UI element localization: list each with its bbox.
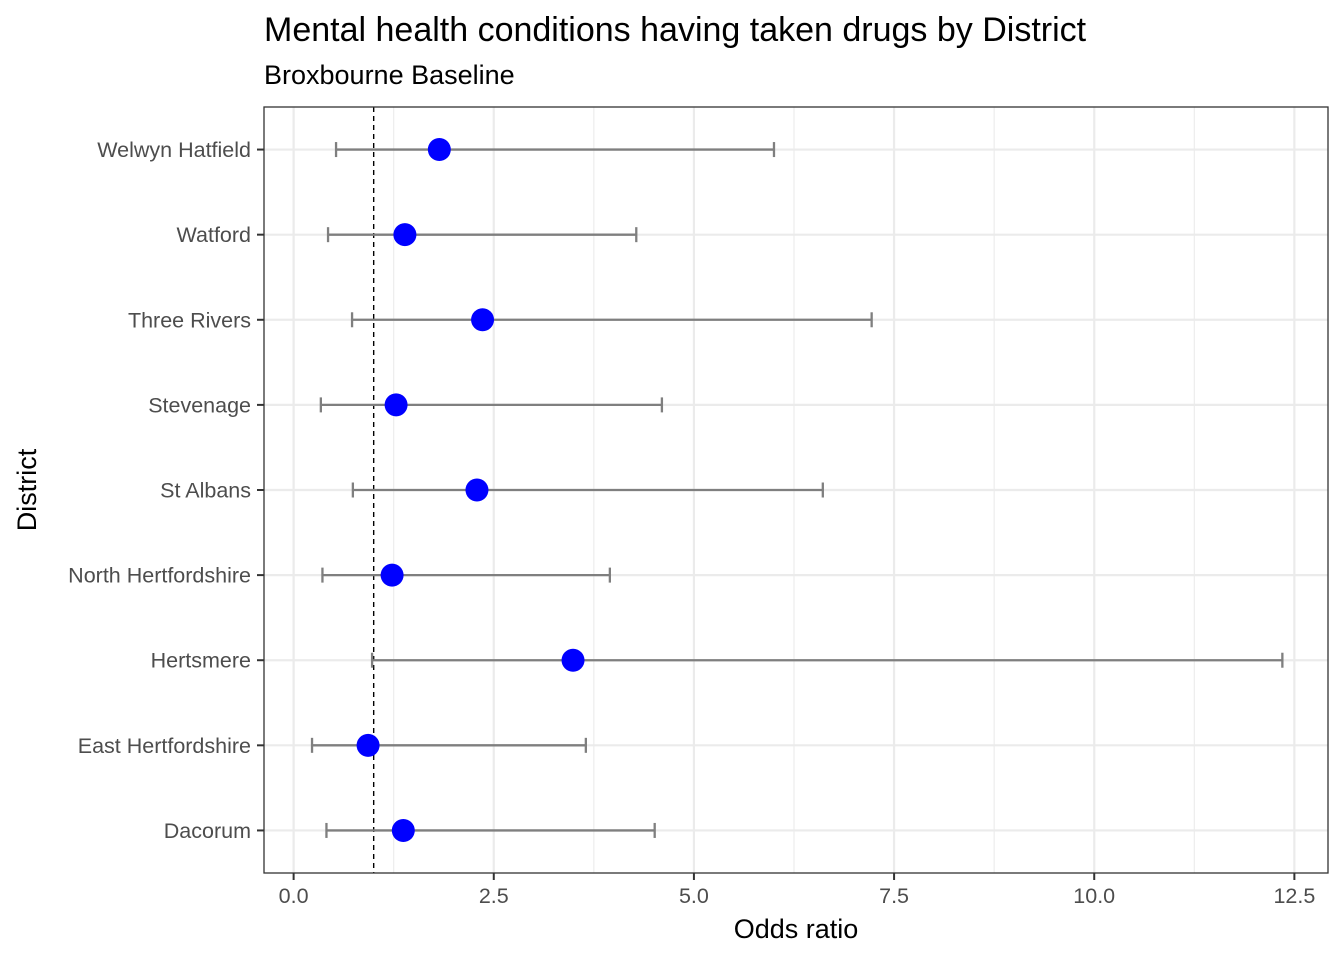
x-axis: 0.0 2.5 5.0 7.5 10.0 12.5	[279, 873, 1315, 908]
y-tick-label: Stevenage	[148, 393, 251, 417]
point-three-rivers	[471, 308, 495, 332]
y-tick-label: East Hertfordshire	[78, 734, 251, 758]
error-bar-dacorum	[325, 822, 656, 838]
y-tick-label: St Albans	[160, 479, 251, 503]
point-east-hertfordshire	[356, 733, 380, 757]
gridlines	[264, 107, 1328, 873]
error-bar-north-hertfordshire	[321, 567, 612, 583]
x-tick-label: 7.5	[879, 884, 909, 908]
y-axis: Welwyn Hatfield Watford Three Rivers Steven…	[68, 138, 264, 843]
error-bar-st-albans	[351, 482, 824, 498]
y-tick-label: North Hertfordshire	[68, 564, 251, 588]
chart-title: Mental health conditions having taken dr…	[264, 11, 1087, 49]
point-watford	[393, 223, 417, 247]
error-bar-three-rivers	[350, 312, 873, 328]
point-hertsmere	[561, 648, 585, 672]
y-tick-label: Watford	[177, 223, 251, 247]
y-tick-label: Welwyn Hatfield	[97, 138, 251, 162]
error-bar-watford	[326, 227, 638, 243]
x-tick-label: 2.5	[479, 884, 509, 908]
x-tick-label: 5.0	[679, 884, 709, 908]
x-tick-label: 12.5	[1273, 884, 1315, 908]
error-bar-hertsmere	[370, 652, 1284, 668]
x-tick-label: 10.0	[1073, 884, 1115, 908]
plot-panel	[263, 106, 1329, 874]
error-bar-welwyn-hatfield	[334, 142, 776, 158]
point-stevenage	[384, 393, 408, 417]
y-tick-label: Three Rivers	[128, 308, 251, 332]
y-tick-label: Dacorum	[164, 819, 251, 843]
y-axis-title: District	[12, 448, 42, 531]
point-st-albans	[465, 478, 489, 502]
data-points	[356, 138, 585, 842]
x-axis-title: Odds ratio	[734, 914, 859, 944]
error-bar-stevenage	[319, 397, 664, 413]
point-welwyn-hatfield	[427, 138, 451, 162]
point-dacorum	[391, 818, 415, 842]
point-north-hertfordshire	[380, 563, 404, 587]
y-tick-label: Hertsmere	[151, 649, 251, 673]
x-tick-label: 0.0	[279, 884, 309, 908]
chart-subtitle: Broxbourne Baseline	[264, 60, 515, 90]
